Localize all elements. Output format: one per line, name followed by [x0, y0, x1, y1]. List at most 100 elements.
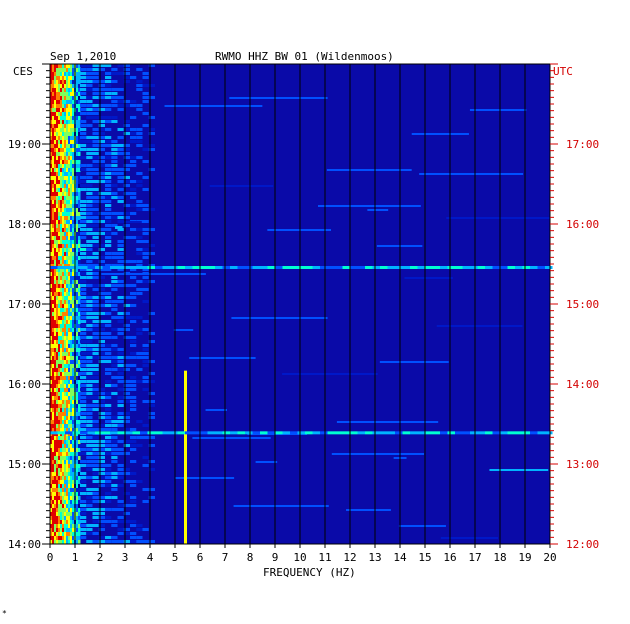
spectrogram-cell: [70, 436, 73, 440]
spectral-band: [155, 266, 163, 269]
spectrogram-cell: [50, 168, 53, 172]
spectrogram-cell: [60, 520, 63, 524]
spectrogram-cell: [117, 424, 124, 427]
spectrogram-cell: [70, 64, 73, 68]
spectrogram-cell: [56, 256, 59, 260]
spectrogram-cell: [66, 196, 69, 200]
spectrogram-cell: [58, 420, 61, 424]
spectrogram-cell: [64, 364, 67, 368]
spectrogram-cell: [54, 472, 57, 476]
spectrogram-cell: [60, 376, 63, 380]
spectrogram-cell: [66, 256, 69, 260]
spectrogram-cell: [80, 204, 87, 207]
spectrogram-cell: [80, 436, 87, 439]
spectrogram-cell: [50, 144, 53, 148]
spectrogram-cell: [56, 408, 59, 412]
spectrogram-cell: [60, 512, 63, 516]
spectrogram-cell: [62, 392, 65, 396]
spectrogram-cell: [60, 88, 63, 92]
spectrogram-cell: [70, 388, 73, 392]
spectrogram-cell: [70, 324, 73, 328]
spectrogram-cell: [76, 220, 79, 224]
spectrogram-cell: [68, 448, 71, 452]
spectrogram-cell: [123, 132, 130, 135]
spectrogram-cell: [76, 320, 79, 324]
spectrogram-cell: [62, 124, 65, 128]
spectrogram-cell: [58, 184, 61, 188]
spectrogram-cell: [98, 120, 105, 123]
spectrogram-cell: [64, 424, 67, 428]
spectrogram-cell: [148, 144, 155, 147]
spectrogram-cell: [66, 424, 69, 428]
spectrogram-cell: [54, 148, 57, 152]
spectrogram-cell: [86, 392, 93, 395]
spectrogram-cell: [98, 540, 105, 543]
spectrogram-cell: [62, 260, 65, 264]
spectrogram-cell: [68, 408, 71, 412]
spectrogram-cell: [80, 212, 87, 215]
spectrogram-cell: [130, 336, 137, 339]
spectrogram-cell: [123, 120, 130, 123]
spectrogram-cell: [76, 520, 79, 524]
spectrogram-cell: [54, 236, 57, 240]
spectrogram-cell: [60, 256, 63, 260]
spectrogram-cell: [64, 268, 67, 272]
spectrogram-cell: [56, 272, 59, 276]
spectrogram-cell: [50, 420, 53, 424]
spectrogram-cell: [130, 364, 137, 367]
spectral-band: [402, 266, 410, 269]
spectrogram-cell: [62, 168, 65, 172]
spectrogram-cell: [54, 340, 57, 344]
spectrogram-cell: [70, 84, 73, 88]
spectrogram-cell: [72, 136, 75, 140]
spectrogram-cell: [72, 476, 75, 480]
spectrogram-cell: [117, 328, 124, 331]
spectrogram-cell: [70, 508, 73, 512]
spectrogram-cell: [111, 452, 118, 455]
spectrogram-cell: [56, 336, 59, 340]
spectrogram-cell: [130, 460, 137, 463]
spectrogram-cell: [70, 380, 73, 384]
spectrogram-cell: [105, 208, 112, 211]
spectrogram-cell: [70, 100, 73, 104]
spectrogram-cell: [60, 276, 63, 280]
spectrogram-cell: [80, 444, 87, 447]
spectrogram-cell: [58, 488, 61, 492]
spectrogram-cell: [50, 184, 53, 188]
spectrogram-cell: [54, 332, 57, 336]
spectrogram-cell: [98, 156, 105, 159]
spectrogram-cell: [62, 204, 65, 208]
x-tick-label: 13: [368, 551, 381, 564]
spectral-band: [80, 266, 88, 269]
spectrogram-cell: [70, 420, 73, 424]
spectrogram-cell: [117, 168, 124, 171]
spectrogram-cell: [58, 388, 61, 392]
spectrogram-cell: [50, 336, 53, 340]
spectrogram-cell: [62, 536, 65, 540]
spectrogram-cell: [62, 216, 65, 220]
spectrogram-cell: [80, 168, 87, 171]
spectrogram-cell: [64, 352, 67, 356]
spectrogram-cell: [62, 196, 65, 200]
spectrogram-cell: [68, 508, 71, 512]
spectrogram-cell: [80, 120, 87, 123]
spectrogram-cell: [50, 468, 53, 472]
spectrogram-cell: [111, 100, 118, 103]
spectrogram-cell: [68, 440, 71, 444]
spectrogram-cell: [80, 516, 87, 519]
spectrogram-cell: [66, 84, 69, 88]
spectrogram-cell: [72, 72, 75, 76]
spectrogram-cell: [86, 172, 93, 175]
spectrogram-cell: [54, 500, 57, 504]
spectrogram-cell: [72, 372, 75, 376]
spectrogram-cell: [58, 280, 61, 284]
spectrogram-cell: [111, 276, 118, 279]
spectrogram-cell: [58, 260, 61, 264]
spectrogram-cell: [60, 332, 63, 336]
spectrogram-cell: [66, 304, 69, 308]
spectrogram-cell: [70, 532, 73, 536]
spectrogram-cell: [76, 336, 79, 340]
spectrogram-cell: [62, 244, 65, 248]
spectrogram-cell: [92, 268, 99, 271]
spectrogram-cell: [76, 92, 79, 96]
